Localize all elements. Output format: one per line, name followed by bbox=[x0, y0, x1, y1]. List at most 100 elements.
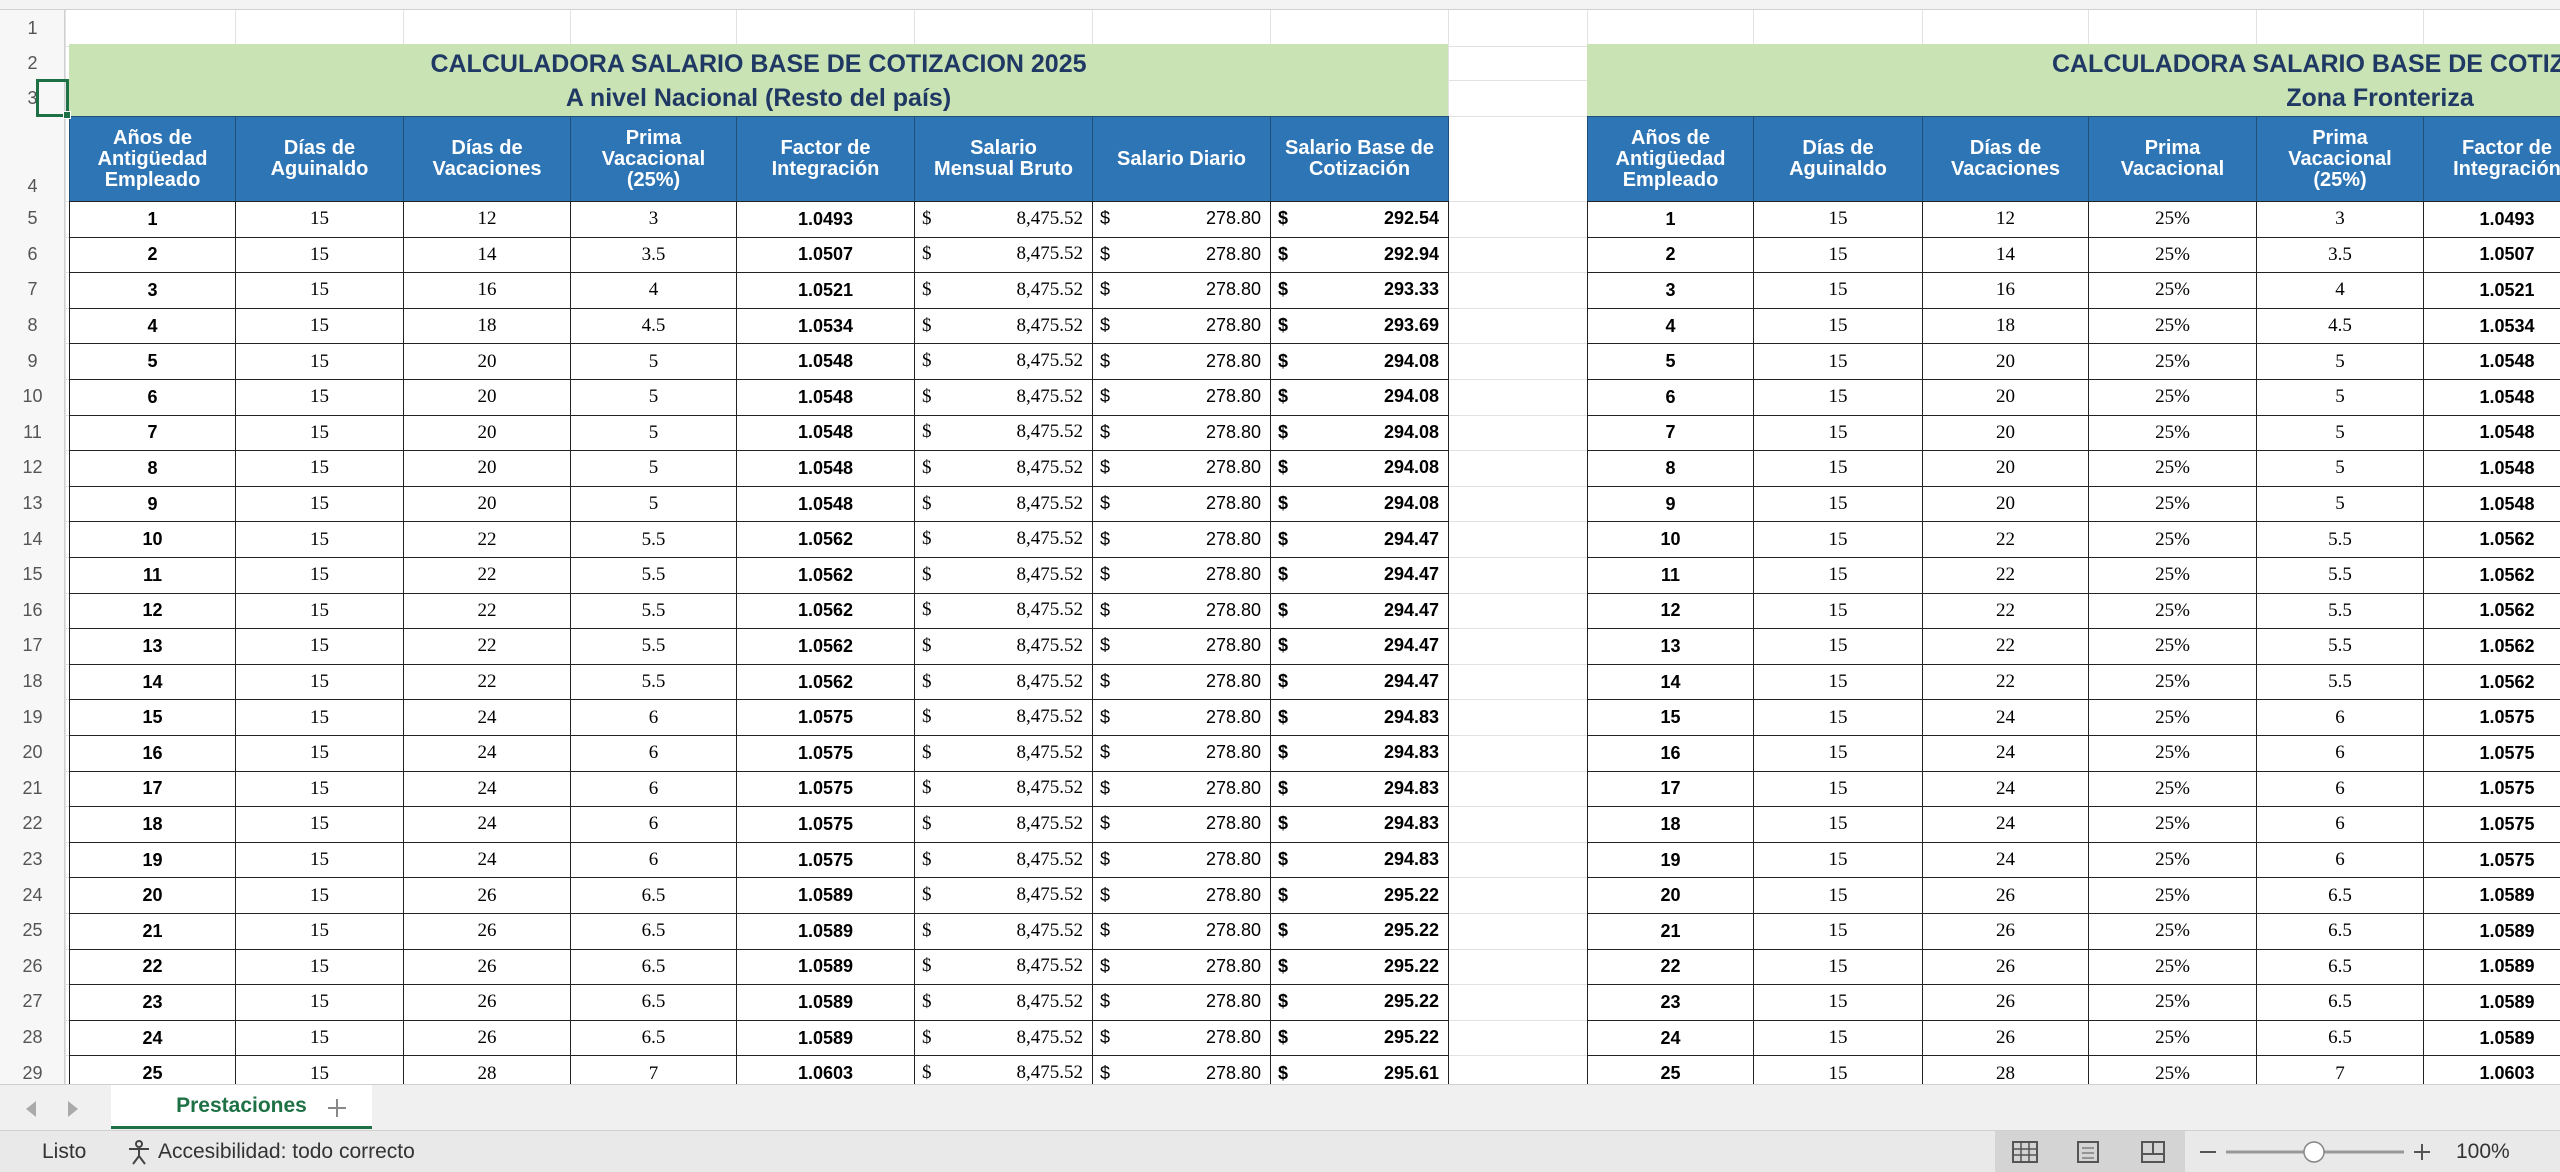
currency-symbol: $ bbox=[1278, 208, 1289, 229]
cell-value: 278.80 bbox=[1205, 813, 1261, 834]
cell: 4 bbox=[2256, 272, 2424, 309]
column-header: Años de Antigüedad Empleado bbox=[69, 116, 236, 202]
cell: 26 bbox=[1922, 877, 2089, 914]
cell: 19 bbox=[69, 841, 236, 879]
cell bbox=[1092, 735, 1271, 772]
cell bbox=[1270, 663, 1449, 701]
currency-symbol: $ bbox=[1278, 457, 1289, 478]
cell: 1.0562 bbox=[2423, 628, 2560, 665]
cell: 1.0562 bbox=[736, 663, 915, 701]
cell: 1.0562 bbox=[2423, 592, 2560, 630]
accessibility-status[interactable]: Accesibilidad: todo correcto bbox=[158, 1140, 415, 1163]
cell: 6 bbox=[570, 806, 737, 843]
cell-value: 278.80 bbox=[1205, 1027, 1261, 1048]
cell: 5 bbox=[570, 343, 737, 380]
cell: 1.0548 bbox=[736, 485, 915, 523]
cell: 5.5 bbox=[2256, 592, 2424, 630]
cell: 4 bbox=[1587, 307, 1754, 345]
currency-symbol: $ bbox=[1278, 315, 1289, 336]
cell: 1.0507 bbox=[736, 236, 915, 274]
cell-value: 278.80 bbox=[1205, 350, 1261, 371]
zoom-slider[interactable] bbox=[2198, 1140, 2438, 1164]
row-number: 21 bbox=[22, 777, 43, 798]
cell: 15 bbox=[1753, 699, 1923, 736]
cell bbox=[914, 770, 1093, 808]
cell: 11 bbox=[69, 557, 236, 594]
cell: 25 bbox=[1587, 1055, 1754, 1084]
cell-value: 8,475.52 bbox=[1016, 528, 1084, 550]
currency-symbol: $ bbox=[1100, 457, 1111, 478]
cell-value: 294.83 bbox=[1383, 849, 1439, 870]
cell: 26 bbox=[403, 913, 571, 950]
title-band bbox=[1587, 44, 2560, 116]
currency-symbol: $ bbox=[1278, 777, 1289, 798]
grid-line bbox=[65, 0, 66, 1084]
cell-value: 278.80 bbox=[1205, 386, 1261, 407]
cell: 5 bbox=[2256, 379, 2424, 416]
accessibility-icon[interactable] bbox=[126, 1139, 152, 1165]
cell: 5 bbox=[570, 450, 737, 487]
cell: 25% bbox=[2088, 343, 2257, 380]
row-number: 24 bbox=[22, 884, 43, 905]
cell: 7 bbox=[69, 414, 236, 452]
cell: 15 bbox=[235, 699, 404, 736]
column-header: Prima Vacacional bbox=[2088, 116, 2257, 202]
cell: 2 bbox=[69, 236, 236, 274]
cell-value: 295.61 bbox=[1383, 1062, 1439, 1083]
cell: 15 bbox=[235, 379, 404, 416]
cell: 24 bbox=[403, 699, 571, 736]
zoom-level[interactable]: 100% bbox=[2456, 1140, 2510, 1163]
cell: 12 bbox=[1922, 201, 2089, 238]
cell: 18 bbox=[69, 806, 236, 843]
currency-symbol: $ bbox=[922, 314, 932, 336]
cell: 24 bbox=[403, 735, 571, 772]
column-header: Factor de Integración bbox=[736, 116, 915, 202]
cell: 10 bbox=[1587, 521, 1754, 558]
cell: 1.0589 bbox=[736, 913, 915, 950]
cell-value: 8,475.52 bbox=[1016, 955, 1084, 977]
cell-value: 8,475.52 bbox=[1016, 919, 1084, 941]
cell: 15 bbox=[1753, 201, 1923, 238]
cell: 24 bbox=[1922, 735, 2089, 772]
currency-symbol: $ bbox=[922, 670, 932, 692]
column-header: Salario Base de Cotización bbox=[1270, 116, 1449, 202]
cell-value: 278.80 bbox=[1205, 706, 1261, 727]
cell: 4 bbox=[69, 307, 236, 345]
cell: 6.5 bbox=[2256, 877, 2424, 914]
currency-symbol: $ bbox=[1278, 564, 1289, 585]
cell bbox=[1270, 450, 1449, 487]
currency-symbol: $ bbox=[1100, 742, 1111, 763]
column-header: Salario Mensual Bruto bbox=[914, 116, 1093, 202]
cell: 7 bbox=[2256, 1055, 2424, 1084]
column-header: Días de Vacaciones bbox=[403, 116, 571, 202]
cell-value: 278.80 bbox=[1205, 279, 1261, 300]
row-number: 14 bbox=[22, 528, 43, 549]
cell: 6 bbox=[2256, 735, 2424, 772]
currency-symbol: $ bbox=[1278, 243, 1289, 264]
cell bbox=[1092, 984, 1271, 1021]
tab-scroll-arrows[interactable] bbox=[22, 1099, 82, 1119]
cell: 1.0589 bbox=[736, 877, 915, 914]
cell: 1.0589 bbox=[2423, 913, 2560, 950]
cell: 15 bbox=[1753, 1055, 1923, 1084]
row-number: 25 bbox=[22, 920, 43, 941]
column-header: Factor de Integración bbox=[2423, 116, 2560, 202]
cell: 15 bbox=[235, 343, 404, 380]
cell: 11 bbox=[1587, 557, 1754, 594]
currency-symbol: $ bbox=[1278, 1027, 1289, 1048]
cell-value: 8,475.52 bbox=[1016, 563, 1084, 585]
cell: 6.5 bbox=[570, 1019, 737, 1057]
view-icons[interactable] bbox=[2012, 1140, 2182, 1164]
currency-symbol: $ bbox=[1100, 849, 1111, 870]
cell: 1 bbox=[69, 201, 236, 238]
cell-value: 278.80 bbox=[1205, 315, 1261, 336]
currency-symbol: $ bbox=[922, 456, 932, 478]
cell: 20 bbox=[403, 485, 571, 523]
cell: 6 bbox=[570, 735, 737, 772]
cell bbox=[1270, 557, 1449, 594]
currency-symbol: $ bbox=[922, 848, 932, 870]
add-sheet-button[interactable] bbox=[326, 1097, 348, 1119]
row-number: 26 bbox=[22, 955, 43, 976]
